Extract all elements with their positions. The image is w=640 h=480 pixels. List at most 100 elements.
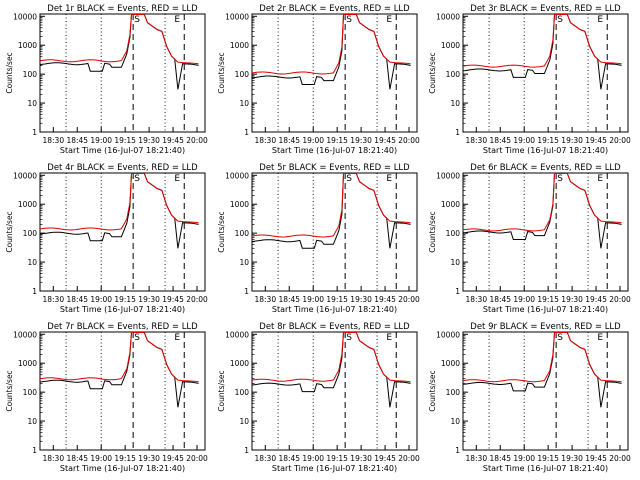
x-tick-label: 19:00 (90, 454, 112, 463)
panel-title: Det 6r BLACK = Events, RED = LLD (470, 163, 621, 173)
y-axis-label: Counts/sec (217, 370, 226, 411)
x-tick-label: 18:30 (254, 454, 276, 463)
y-tick-label: 10000 (436, 330, 460, 339)
x-tick-label: 19:15 (114, 136, 136, 145)
x-tick-label: 18:45 (489, 454, 511, 463)
end-marker: E (386, 15, 392, 25)
x-tick-label: 19:45 (585, 136, 607, 145)
y-tick-label: 1000 (441, 200, 460, 209)
plot-frame (251, 331, 418, 451)
y-axis-label: Counts/sec (5, 370, 14, 411)
y-tick-label: 100 (23, 70, 38, 79)
x-tick-label: 19:00 (302, 454, 324, 463)
x-tick-label: 20:00 (609, 295, 631, 304)
x-tick-label: 18:30 (42, 136, 64, 145)
plot-frame (39, 331, 206, 451)
x-tick-label: 19:30 (561, 136, 583, 145)
panel-title: Det 4r BLACK = Events, RED = LLD (47, 163, 198, 173)
y-tick-label: 10 (450, 417, 460, 426)
y-axis-label: Counts/sec (217, 52, 226, 93)
start-marker: S (134, 174, 140, 184)
chart-panel-3: Det 3r BLACK = Events, RED = LLD 1 10 100 10… (428, 4, 631, 155)
lld-series-line (39, 173, 199, 231)
y-tick-label: 10000 (225, 12, 249, 21)
lld-series-line (251, 14, 411, 75)
y-axis-label: Counts/sec (428, 52, 437, 93)
x-axis-label: Start Time (16-Jul-07 18:21:40) (483, 305, 608, 314)
x-tick-label: 19:00 (90, 295, 112, 304)
x-axis-label: Start Time (16-Jul-07 18:21:40) (60, 464, 185, 473)
x-tick-label: 20:00 (609, 454, 631, 463)
y-axis-label: Counts/sec (5, 211, 14, 252)
x-tick-label: 19:15 (114, 295, 136, 304)
y-tick-label: 10000 (13, 171, 37, 180)
x-axis-label: Start Time (16-Jul-07 18:21:40) (483, 464, 608, 473)
chart-panel-8: Det 8r BLACK = Events, RED = LLD 1 10 100 10… (217, 322, 420, 473)
x-axis-label: Start Time (16-Jul-07 18:21:40) (60, 305, 185, 314)
y-tick-label: 10 (239, 258, 249, 267)
x-tick-label: 19:45 (585, 295, 607, 304)
x-tick-label: 19:45 (585, 454, 607, 463)
events-series-line (39, 173, 199, 249)
panel-title: Det 2r BLACK = Events, RED = LLD (259, 4, 410, 14)
x-tick-label: 18:30 (42, 454, 64, 463)
x-tick-label: 19:30 (561, 454, 583, 463)
panel-title: Det 5r BLACK = Events, RED = LLD (259, 163, 410, 173)
y-tick-label: 1000 (18, 41, 37, 50)
x-tick-label: 18:45 (66, 454, 88, 463)
plot-frame (251, 13, 418, 133)
y-tick-label: 10 (27, 258, 37, 267)
events-series-line (462, 173, 622, 249)
x-tick-label: 19:30 (350, 295, 372, 304)
end-marker: E (597, 174, 603, 184)
y-tick-label: 10 (27, 417, 37, 426)
x-tick-label: 19:30 (561, 295, 583, 304)
y-tick-label: 10000 (225, 171, 249, 180)
x-tick-label: 19:15 (537, 454, 559, 463)
plot-frame (251, 172, 418, 292)
x-axis-label: Start Time (16-Jul-07 18:21:40) (272, 464, 397, 473)
x-tick-label: 20:00 (398, 136, 420, 145)
x-tick-label: 19:15 (537, 295, 559, 304)
x-tick-label: 19:15 (326, 136, 348, 145)
x-tick-label: 19:00 (513, 136, 535, 145)
y-tick-label: 100 (23, 229, 38, 238)
events-series-line (251, 14, 411, 90)
y-tick-label: 10 (450, 258, 460, 267)
start-marker: S (557, 174, 563, 184)
y-tick-label: 1 (244, 287, 249, 296)
panel-title: Det 9r BLACK = Events, RED = LLD (470, 322, 621, 332)
x-tick-label: 19:30 (350, 136, 372, 145)
plot-frame (39, 172, 206, 292)
x-tick-label: 19:30 (350, 454, 372, 463)
y-tick-label: 1000 (18, 359, 37, 368)
plot-frame (462, 331, 629, 451)
x-tick-label: 18:30 (465, 454, 487, 463)
x-tick-label: 19:45 (374, 136, 396, 145)
plot-frame (39, 13, 206, 133)
x-tick-label: 18:30 (465, 136, 487, 145)
start-marker: S (134, 15, 140, 25)
x-tick-label: 20:00 (398, 295, 420, 304)
y-tick-label: 1000 (18, 200, 37, 209)
end-marker: E (597, 15, 603, 25)
x-tick-label: 19:00 (513, 454, 535, 463)
x-tick-label: 19:30 (138, 295, 160, 304)
y-tick-label: 1000 (230, 359, 249, 368)
x-tick-label: 19:15 (326, 295, 348, 304)
y-tick-label: 1000 (441, 41, 460, 50)
y-tick-label: 10000 (13, 330, 37, 339)
x-tick-label: 19:15 (114, 454, 136, 463)
lld-series-line (462, 14, 622, 68)
lld-series-line (39, 14, 199, 65)
y-tick-label: 100 (446, 229, 461, 238)
start-marker: S (557, 15, 563, 25)
x-tick-label: 20:00 (398, 454, 420, 463)
y-axis-label: Counts/sec (5, 52, 14, 93)
start-marker: S (346, 333, 352, 343)
y-tick-label: 1 (455, 287, 460, 296)
y-tick-label: 10 (239, 417, 249, 426)
x-tick-label: 18:30 (42, 295, 64, 304)
panel-title: Det 1r BLACK = Events, RED = LLD (47, 4, 198, 14)
y-tick-label: 1 (32, 128, 37, 137)
